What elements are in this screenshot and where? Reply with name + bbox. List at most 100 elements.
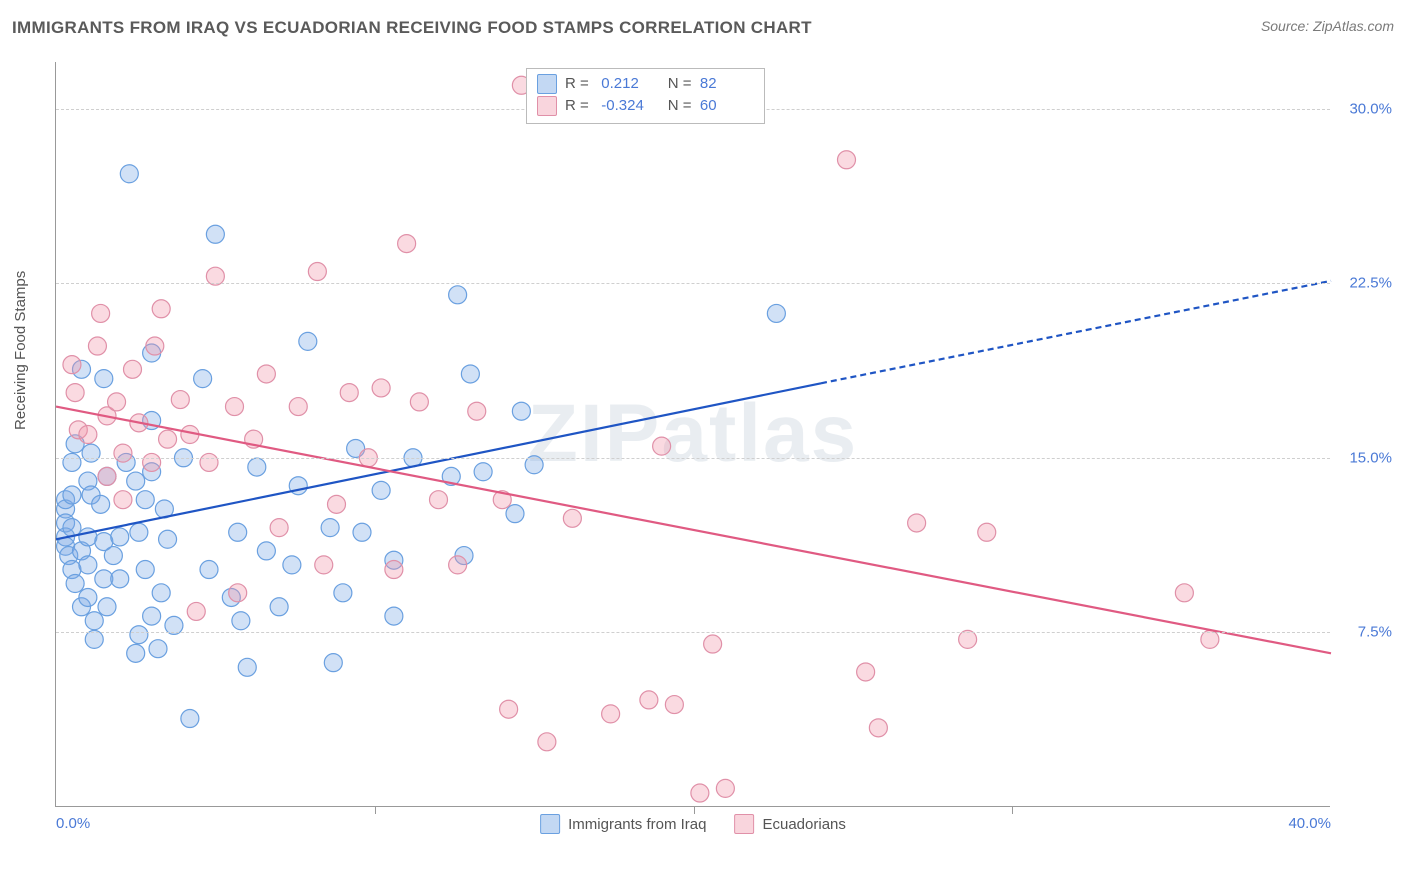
scatter-point-ecuador — [143, 453, 161, 471]
scatter-point-ecuador — [398, 235, 416, 253]
scatter-point-iraq — [474, 463, 492, 481]
scatter-point-ecuador — [226, 398, 244, 416]
scatter-point-ecuador — [146, 337, 164, 355]
scatter-point-ecuador — [159, 430, 177, 448]
scatter-point-ecuador — [124, 360, 142, 378]
scatter-point-iraq — [104, 547, 122, 565]
scatter-point-ecuador — [653, 437, 671, 455]
scatter-point-iraq — [149, 640, 167, 658]
gridline — [56, 283, 1330, 284]
legend-swatch-ecuador — [734, 814, 754, 834]
scatter-point-iraq — [63, 453, 81, 471]
scatter-point-ecuador — [340, 384, 358, 402]
scatter-point-iraq — [321, 519, 339, 537]
series-legend-item-iraq: Immigrants from Iraq — [540, 814, 706, 834]
scatter-point-iraq — [229, 523, 247, 541]
x-tick-mark — [1012, 806, 1013, 814]
scatter-point-iraq — [127, 644, 145, 662]
scatter-point-iraq — [127, 472, 145, 490]
scatter-point-iraq — [85, 612, 103, 630]
legend-swatch-iraq — [540, 814, 560, 834]
scatter-point-iraq — [248, 458, 266, 476]
scatter-point-iraq — [353, 523, 371, 541]
plot-area: ZIPatlas 7.5%15.0%22.5%30.0%0.0%40.0%R =… — [55, 62, 1330, 807]
x-tick-label: 40.0% — [1288, 815, 1331, 832]
scatter-point-ecuador — [289, 398, 307, 416]
scatter-point-iraq — [270, 598, 288, 616]
x-tick-mark — [694, 806, 695, 814]
scatter-point-iraq — [136, 491, 154, 509]
x-tick-mark — [375, 806, 376, 814]
scatter-point-iraq — [82, 444, 100, 462]
gridline — [56, 458, 1330, 459]
scatter-point-iraq — [767, 304, 785, 322]
scatter-point-iraq — [98, 598, 116, 616]
scatter-point-iraq — [238, 658, 256, 676]
scatter-point-ecuador — [500, 700, 518, 718]
y-tick-label: 22.5% — [1349, 275, 1392, 292]
scatter-point-ecuador — [229, 584, 247, 602]
correlation-legend: R = 0.212 N = 82R = -0.324 N = 60 — [526, 68, 765, 124]
scatter-point-iraq — [181, 710, 199, 728]
regression-line-iraq — [56, 383, 821, 539]
correlation-legend-row-ecuador: R = -0.324 N = 60 — [537, 95, 754, 117]
scatter-point-ecuador — [270, 519, 288, 537]
scatter-point-iraq — [385, 607, 403, 625]
scatter-point-iraq — [66, 575, 84, 593]
scatter-point-ecuador — [538, 733, 556, 751]
scatter-point-ecuador — [704, 635, 722, 653]
scatter-point-ecuador — [328, 495, 346, 513]
scatter-point-ecuador — [187, 602, 205, 620]
regression-line-iraq-dashed — [821, 281, 1331, 383]
scatter-point-ecuador — [308, 263, 326, 281]
scatter-point-ecuador — [257, 365, 275, 383]
scatter-point-iraq — [79, 588, 97, 606]
scatter-point-ecuador — [79, 426, 97, 444]
scatter-point-ecuador — [372, 379, 390, 397]
series-legend-item-ecuador: Ecuadorians — [734, 814, 845, 834]
scatter-point-iraq — [200, 561, 218, 579]
chart-title: IMMIGRANTS FROM IRAQ VS ECUADORIAN RECEI… — [12, 18, 812, 38]
scatter-point-iraq — [120, 165, 138, 183]
gridline — [56, 632, 1330, 633]
scatter-point-ecuador — [114, 491, 132, 509]
scatter-point-iraq — [130, 626, 148, 644]
series-legend-label-ecuador: Ecuadorians — [762, 816, 845, 833]
scatter-point-iraq — [63, 486, 81, 504]
scatter-point-ecuador — [602, 705, 620, 723]
source-label: Source: ZipAtlas.com — [1261, 18, 1394, 34]
scatter-point-ecuador — [665, 696, 683, 714]
scatter-point-iraq — [111, 528, 129, 546]
scatter-point-ecuador — [98, 467, 116, 485]
scatter-point-iraq — [449, 286, 467, 304]
scatter-point-ecuador — [385, 561, 403, 579]
scatter-point-ecuador — [449, 556, 467, 574]
scatter-point-iraq — [506, 505, 524, 523]
scatter-point-ecuador — [716, 779, 734, 797]
scatter-point-ecuador — [640, 691, 658, 709]
y-tick-label: 15.0% — [1349, 449, 1392, 466]
y-tick-label: 7.5% — [1358, 624, 1392, 641]
scatter-point-ecuador — [908, 514, 926, 532]
scatter-point-ecuador — [171, 391, 189, 409]
scatter-point-iraq — [324, 654, 342, 672]
scatter-point-ecuador — [563, 509, 581, 527]
legend-text-ecuador: R = -0.324 N = 60 — [565, 95, 754, 117]
scatter-point-ecuador — [691, 784, 709, 802]
x-tick-label: 0.0% — [56, 815, 90, 832]
correlation-legend-row-iraq: R = 0.212 N = 82 — [537, 73, 754, 95]
legend-text-iraq: R = 0.212 N = 82 — [565, 73, 754, 95]
legend-swatch-ecuador — [537, 96, 557, 116]
legend-swatch-iraq — [537, 74, 557, 94]
scatter-point-ecuador — [108, 393, 126, 411]
scatter-point-iraq — [461, 365, 479, 383]
scatter-point-iraq — [206, 225, 224, 243]
scatter-point-ecuador — [152, 300, 170, 318]
scatter-point-iraq — [283, 556, 301, 574]
y-tick-label: 30.0% — [1349, 100, 1392, 117]
scatter-point-iraq — [143, 607, 161, 625]
scatter-point-iraq — [257, 542, 275, 560]
scatter-point-ecuador — [978, 523, 996, 541]
scatter-point-ecuador — [114, 444, 132, 462]
scatter-point-iraq — [512, 402, 530, 420]
